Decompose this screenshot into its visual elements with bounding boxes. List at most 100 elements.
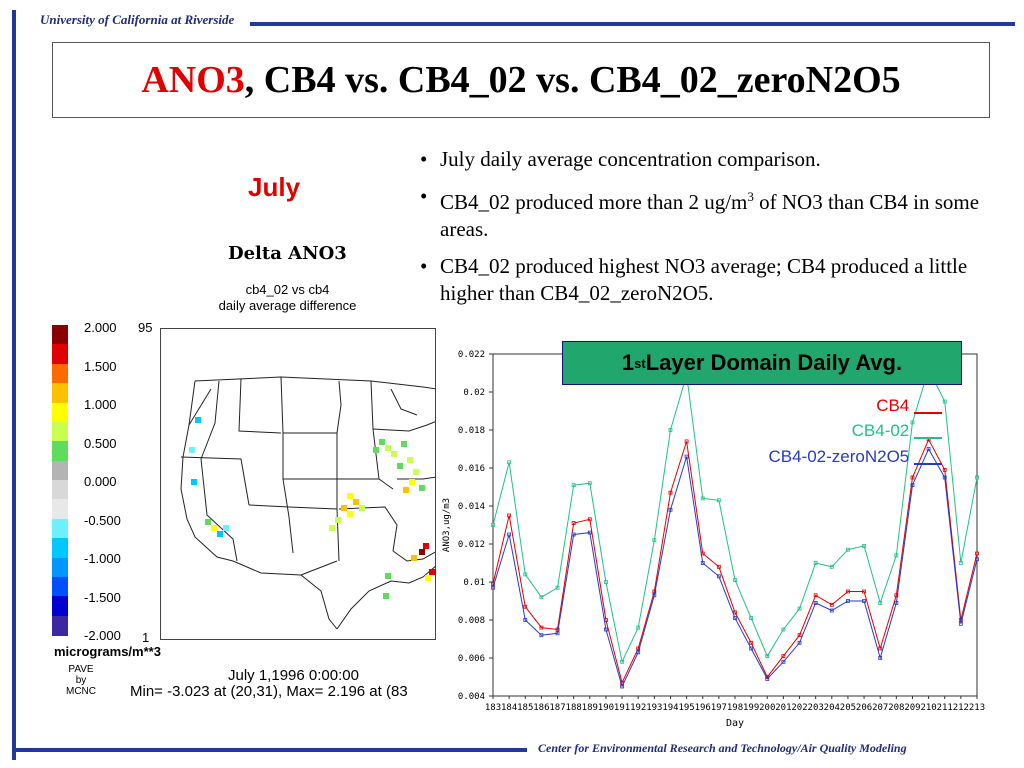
data-point [733, 578, 737, 583]
us-map [160, 328, 436, 640]
map-subtitle: cb4_02 vs cb4 daily average difference [218, 282, 357, 313]
bullet-marker: • [420, 147, 428, 171]
data-point [523, 604, 528, 609]
data-point [700, 496, 705, 501]
x-tick-label: 198 [727, 703, 743, 713]
data-point [926, 447, 931, 451]
legend-swatch [52, 615, 68, 636]
data-point [846, 599, 850, 603]
data-point [571, 532, 576, 537]
data-point [910, 475, 915, 480]
data-point [620, 659, 624, 664]
y-tick-label: 0.004 [458, 692, 485, 702]
bullet-item: • July daily average concentration compa… [420, 146, 1020, 173]
color-legend [52, 325, 68, 636]
legend-swatch [52, 480, 68, 500]
data-point [491, 585, 495, 590]
data-point [749, 640, 754, 645]
x-tick-label: 204 [824, 703, 840, 713]
data-point [942, 467, 947, 472]
legend-value-label: 1.500 [84, 358, 117, 374]
data-point [587, 530, 592, 535]
bullet-text: CB4_02 produced more than 2 ug/m3 of NO3… [440, 189, 980, 241]
data-point [829, 564, 834, 569]
data-point [571, 521, 576, 526]
data-point [846, 589, 850, 594]
frame-bottom-bar [12, 748, 527, 752]
data-point [975, 475, 979, 480]
month-label: July [248, 172, 301, 202]
bullet-text: July daily average concentration compari… [440, 147, 821, 171]
data-point [539, 625, 544, 630]
x-tick-label: 205 [840, 703, 856, 713]
x-tick-label: 212 [953, 703, 969, 713]
y-tick-label: 0.016 [458, 464, 485, 474]
data-point [555, 631, 560, 636]
legend-value-label: -1.000 [84, 551, 121, 566]
data-point [733, 616, 737, 621]
legend-swatch [52, 344, 68, 365]
data-point [539, 633, 544, 638]
x-tick-label: 197 [711, 703, 727, 713]
x-tick-label: 196 [695, 703, 711, 713]
data-point [797, 606, 802, 611]
data-point [636, 650, 641, 655]
data-point [716, 574, 721, 579]
data-point [523, 572, 528, 577]
data-point [507, 532, 512, 537]
legend-value-label: -0.500 [84, 512, 121, 528]
data-point [668, 490, 673, 495]
bullet-marker: • [420, 254, 428, 278]
x-tick-label: 188 [566, 703, 582, 713]
data-point [975, 551, 979, 556]
grid-row-top: 95 [138, 320, 153, 335]
legend-value-label: 0.500 [84, 435, 117, 451]
x-tick-label: 210 [920, 703, 936, 713]
data-point [813, 600, 818, 605]
data-point [684, 439, 689, 444]
difference-cells [189, 417, 435, 599]
x-tick-label: 199 [743, 703, 759, 713]
x-tick-label: 185 [517, 703, 533, 713]
data-point [878, 646, 883, 651]
y-tick-label: 0.012 [458, 540, 485, 550]
legend-swatch [52, 596, 68, 617]
legend-swatch [52, 557, 68, 578]
legend-swatch [52, 402, 68, 423]
y-tick-label: 0.018 [458, 426, 485, 436]
data-point [507, 460, 512, 465]
data-point [910, 483, 915, 488]
x-tick-label: 195 [678, 703, 694, 713]
map-svg [180, 376, 435, 630]
map-title: Delta ANO3 [228, 243, 347, 264]
y-axis-label: ANO3,ug/m3 [442, 498, 452, 552]
footer-label: Center for Environmental Research and Te… [538, 741, 907, 755]
y-tick-label: 0.022 [458, 350, 485, 360]
grid-row-bottom: 1 [142, 630, 150, 645]
x-tick-label: 184 [501, 703, 517, 713]
data-point [829, 608, 834, 613]
data-point [910, 420, 915, 425]
data-point [781, 654, 786, 659]
data-point [700, 561, 705, 565]
title-red-part: ANO3 [141, 59, 245, 101]
legend-swatch [52, 383, 68, 403]
data-point [749, 646, 754, 651]
units-label: micrograms/m**3 [54, 644, 161, 659]
bullet-list: • July daily average concentration compa… [420, 146, 1020, 317]
legend-swatch [52, 421, 68, 442]
x-tick-label: 194 [662, 703, 678, 713]
x-tick-label: 190 [598, 703, 614, 713]
x-tick-label: 193 [646, 703, 662, 713]
frame-left-bar [12, 10, 16, 760]
data-point [636, 625, 641, 630]
legend-cb4-02: CB4-02 [780, 421, 942, 441]
legend-value-label: 2.000 [84, 320, 117, 335]
y-tick-label: 0.02 [463, 388, 485, 398]
data-point [862, 543, 866, 548]
data-point [555, 585, 560, 590]
legend-swatch [52, 499, 68, 520]
x-tick-label: 189 [582, 703, 598, 713]
data-point [684, 454, 689, 459]
